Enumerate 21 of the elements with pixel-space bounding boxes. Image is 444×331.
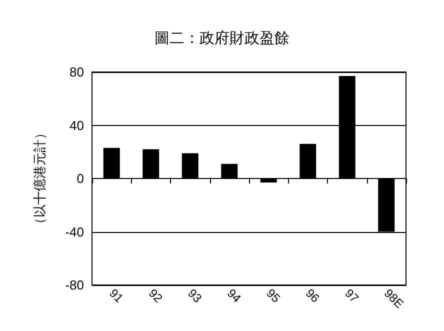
y-tick-label: 0 (76, 171, 84, 186)
bar (221, 164, 238, 178)
bar (182, 153, 198, 178)
y-axis-title: （以十億港元計） (32, 126, 47, 230)
x-tick-label: 97 (342, 286, 362, 306)
bar (260, 178, 277, 182)
bar (300, 144, 316, 178)
x-tick-label: 93 (185, 286, 205, 306)
x-tick-label: 94 (224, 286, 244, 306)
bar (142, 149, 160, 178)
y-tick-label: -80 (65, 278, 84, 292)
x-tick-label: 92 (146, 286, 166, 306)
x-tick-label: 95 (264, 286, 284, 306)
y-tick-label: 40 (70, 118, 84, 133)
x-tick-label: 98E (381, 286, 406, 312)
chart-title: 圖二：政府財政盈餘 (154, 30, 290, 47)
bar (103, 148, 120, 178)
x-tick-label: 96 (302, 286, 322, 306)
x-tick-label: 91 (106, 286, 126, 306)
y-tick-label: -40 (65, 224, 84, 240)
y-tick-label: 80 (70, 64, 84, 80)
